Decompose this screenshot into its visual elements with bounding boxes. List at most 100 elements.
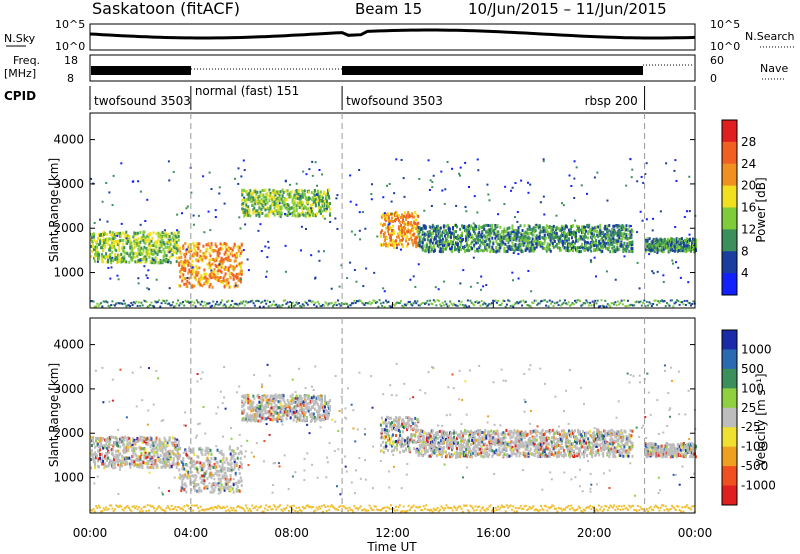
heatmap-cell	[599, 223, 602, 227]
heatmap-cell	[202, 461, 205, 465]
heatmap-cell	[386, 224, 389, 228]
heatmap-cell	[221, 476, 224, 480]
heatmap-cell	[156, 248, 159, 252]
heatmap-cell	[230, 466, 233, 470]
heatmap-cell	[437, 241, 440, 245]
heatmap-cell	[237, 248, 240, 252]
heatmap-cell	[518, 248, 521, 252]
heatmap-cell	[132, 301, 135, 304]
heatmap-cell	[476, 247, 479, 250]
heatmap-cell	[674, 159, 677, 162]
heatmap-cell	[502, 299, 505, 302]
heatmap-cell	[413, 232, 416, 236]
heatmap-cell	[689, 304, 692, 307]
heatmap-cell	[629, 303, 632, 306]
heatmap-cell	[192, 464, 195, 468]
heatmap-cell	[165, 254, 168, 258]
heatmap-cell	[387, 216, 390, 220]
heatmap-cell	[444, 247, 447, 251]
heatmap-cell	[586, 246, 589, 250]
heatmap-cell	[163, 229, 166, 232]
heatmap-cell	[292, 305, 295, 308]
heatmap-cell	[439, 303, 442, 306]
heatmap-cell	[659, 210, 662, 213]
heatmap-cell	[191, 272, 194, 276]
heatmap-cell	[424, 302, 427, 305]
heatmap-cell	[215, 465, 218, 469]
heatmap-cell	[310, 254, 313, 257]
heatmap-cell	[501, 236, 504, 240]
heatmap-cell	[291, 213, 294, 217]
heatmap-cell	[559, 229, 562, 233]
heatmap-cell	[589, 259, 592, 262]
heatmap-cell	[97, 259, 100, 263]
heatmap-cell	[137, 457, 140, 461]
heatmap-cell	[103, 255, 106, 259]
heatmap-cell	[193, 246, 196, 250]
heatmap-cell	[686, 239, 689, 243]
heatmap-cell	[416, 242, 419, 246]
heatmap-cell	[655, 241, 658, 245]
heatmap-cell	[221, 464, 224, 468]
heatmap-cell	[158, 446, 161, 450]
heatmap-cell	[278, 193, 281, 197]
heatmap-cell	[227, 258, 230, 262]
heatmap-cell	[95, 439, 98, 443]
heatmap-cell	[246, 214, 249, 218]
heatmap-cell	[176, 233, 179, 237]
heatmap-cell	[526, 181, 529, 184]
heatmap-cell	[187, 260, 190, 264]
heatmap-cell	[684, 243, 687, 247]
heatmap-cell	[195, 483, 198, 487]
heatmap-cell	[172, 442, 175, 446]
heatmap-cell	[156, 449, 159, 453]
heatmap-cell	[499, 246, 502, 250]
heatmap-cell	[441, 250, 444, 254]
heatmap-cell	[293, 201, 296, 205]
heatmap-cell	[209, 474, 212, 478]
heatmap-cell	[319, 209, 322, 213]
heatmap-cell	[163, 440, 166, 444]
heatmap-cell	[517, 230, 520, 234]
heatmap-cell	[516, 246, 519, 250]
heatmap-cell	[235, 272, 238, 276]
heatmap-cell	[555, 214, 558, 217]
heatmap-cell	[265, 196, 268, 200]
heatmap-cell	[618, 228, 621, 232]
heatmap-cell	[539, 201, 542, 204]
heatmap-cell	[165, 299, 168, 302]
heatmap-cell	[194, 305, 197, 308]
heatmap-cell	[479, 238, 482, 242]
heatmap-cell	[229, 474, 232, 478]
heatmap-cell	[455, 235, 458, 239]
heatmap-cell	[209, 275, 212, 279]
heatmap-cell	[215, 244, 218, 248]
heatmap-cell	[110, 232, 113, 236]
heatmap-cell	[489, 231, 492, 235]
heatmap-cell	[551, 236, 554, 240]
heatmap-cell	[114, 441, 117, 445]
heatmap-cell	[237, 489, 240, 493]
heatmap-cell	[576, 239, 579, 243]
heatmap-cell	[218, 469, 221, 473]
colorbar-swatch	[722, 273, 737, 296]
heatmap-cell	[213, 457, 216, 461]
heatmap-cell	[548, 237, 551, 241]
heatmap-cell	[288, 192, 291, 196]
heatmap-cell	[630, 247, 633, 251]
heatmap-cell	[205, 302, 208, 305]
heatmap-cell	[387, 223, 390, 226]
heatmap-cell	[129, 239, 132, 243]
heatmap-cell	[418, 226, 421, 230]
heatmap-cell	[488, 303, 491, 306]
heatmap-cell	[606, 199, 609, 202]
heatmap-cell	[203, 268, 206, 272]
heatmap-cell	[358, 299, 361, 302]
heatmap-cell	[514, 243, 517, 247]
heatmap-cell	[179, 454, 182, 458]
heatmap-cell	[353, 269, 356, 272]
heatmap-cell	[630, 228, 633, 231]
heatmap-cell	[470, 301, 473, 304]
heatmap-cell	[203, 464, 206, 468]
heatmap-cell	[395, 217, 398, 221]
